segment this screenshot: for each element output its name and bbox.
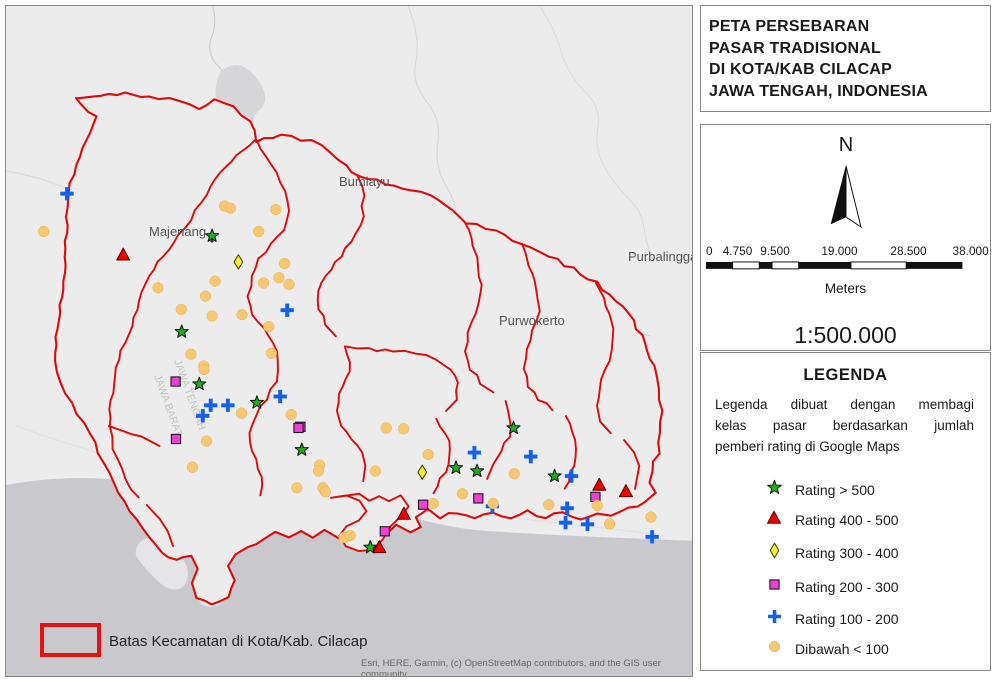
svg-text:community: community (361, 669, 407, 677)
svg-text:Purwokerto: Purwokerto (499, 313, 565, 328)
svg-text:28.500: 28.500 (890, 244, 927, 258)
svg-text:Bumiayu: Bumiayu (339, 174, 390, 189)
svg-text:N: N (838, 134, 852, 155)
svg-text:38.000: 38.000 (953, 244, 990, 258)
svg-text:Purbalingga: Purbalingga (628, 249, 693, 264)
svg-text:4.750: 4.750 (723, 244, 753, 258)
svg-text:19.000: 19.000 (821, 244, 858, 258)
svg-text:0: 0 (706, 244, 713, 258)
svg-text:9.500: 9.500 (760, 244, 790, 258)
svg-text:Batas Kecamatan di Kota/Kab. C: Batas Kecamatan di Kota/Kab. Cilacap (109, 633, 368, 650)
svg-text:Majenang: Majenang (149, 224, 206, 239)
svg-text:Esri, HERE, Garmin, (c) OpenSt: Esri, HERE, Garmin, (c) OpenStreetMap co… (361, 658, 661, 669)
